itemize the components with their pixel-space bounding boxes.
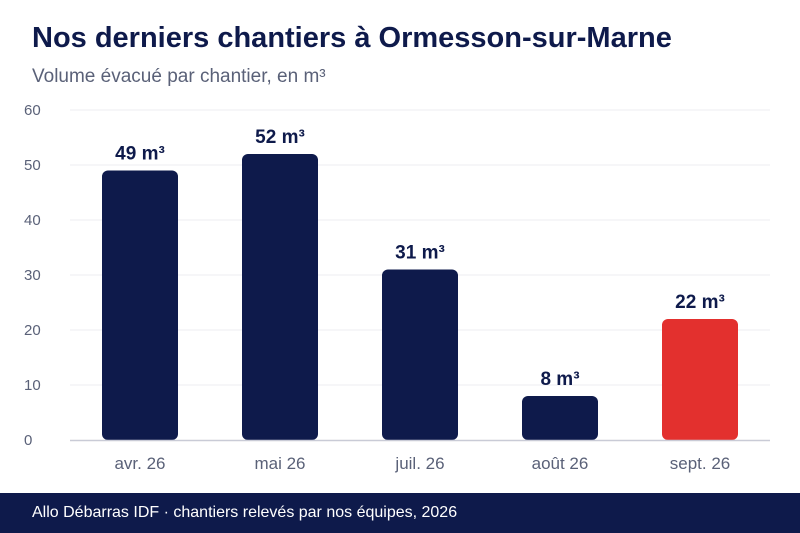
x-tick-label: avr. 26 <box>114 454 165 473</box>
footer-bar: Allo Débarras IDF · chantiers relevés pa… <box>0 493 800 533</box>
y-tick-label: 10 <box>24 377 41 394</box>
bar-chart: 0 10 20 30 40 50 60 49 m³ avr. 26 52 m³ mai 26 31 m… <box>24 102 770 473</box>
y-tick-label: 50 <box>24 157 41 174</box>
bar <box>662 319 738 440</box>
x-tick-label: mai 26 <box>254 454 305 473</box>
bar <box>242 154 318 440</box>
x-tick-label: août 26 <box>532 454 589 473</box>
data-label: 31 m³ <box>395 243 445 264</box>
data-label: 8 m³ <box>540 369 579 390</box>
y-tick-label: 40 <box>24 212 41 229</box>
y-tick-label: 60 <box>24 102 41 119</box>
data-label: 52 m³ <box>255 127 305 148</box>
x-tick-label: sept. 26 <box>670 454 731 473</box>
y-tick-label: 0 <box>24 432 32 449</box>
y-tick-label: 30 <box>24 267 41 284</box>
data-label: 49 m³ <box>115 144 165 165</box>
chart-title: Nos derniers chantiers à Ormesson-sur-Ma… <box>32 22 672 54</box>
bar <box>382 269 458 440</box>
data-label: 22 m³ <box>675 292 725 313</box>
footer-source-text: Allo Débarras IDF · chantiers relevés pa… <box>32 504 458 521</box>
bar <box>522 396 598 440</box>
x-tick-label: juil. 26 <box>394 454 444 473</box>
bar <box>102 170 178 440</box>
y-tick-label: 20 <box>24 322 41 339</box>
chart-subtitle: Volume évacué par chantier, en m³ <box>32 66 326 87</box>
